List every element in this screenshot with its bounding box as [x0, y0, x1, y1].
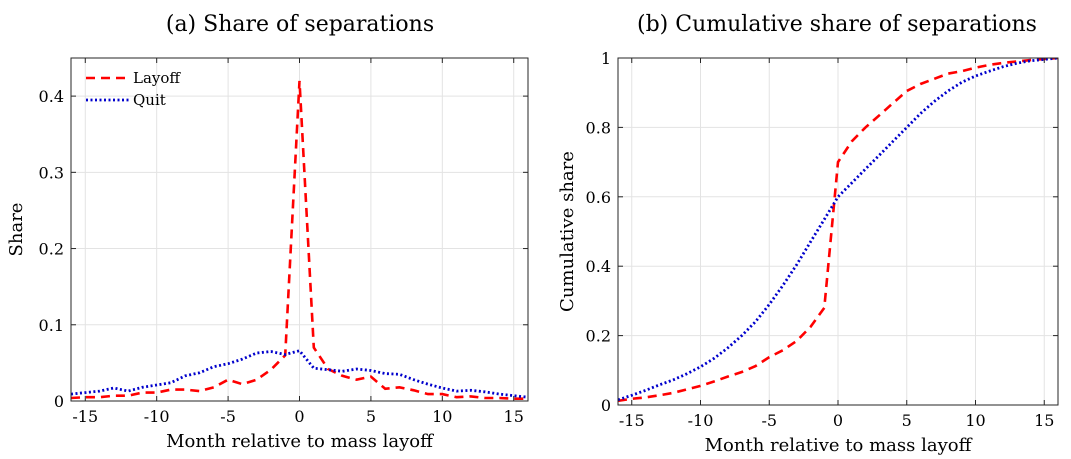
x-axis-label: Month relative to mass layoff [705, 435, 973, 456]
series-line-quit [71, 349, 528, 399]
x-tick-label: 5 [902, 411, 912, 430]
legend: Layoff Quit [86, 69, 181, 109]
x-tick-label: 0 [294, 407, 304, 426]
y-tick-label: 0.8 [586, 118, 611, 137]
y-tick-label: 0.2 [586, 327, 611, 346]
x-tick-label: -5 [220, 407, 236, 426]
y-tick-label: 0.4 [39, 87, 64, 106]
x-tick-label: 10 [432, 407, 452, 426]
y-tick-label: 0.3 [39, 163, 64, 182]
x-tick-label: -5 [761, 411, 777, 430]
y-axis-label: Share [6, 203, 27, 257]
x-tick-label: 15 [1034, 411, 1054, 430]
x-tick-label: 10 [965, 411, 985, 430]
series-line-layoff [71, 80, 528, 401]
panel-b: -15 -10 -5 0 5 10 15 0 0.2 0.4 0.6 0.8 1 (b) Cumulati… [557, 12, 1059, 456]
series-line-layoff [618, 58, 1058, 403]
x-tick-label: 15 [504, 407, 524, 426]
y-tick-label: 1 [601, 49, 611, 68]
x-tick-label: -10 [144, 407, 170, 426]
x-tick-label: -15 [619, 411, 645, 430]
y-axis-label: Cumulative share [557, 151, 578, 312]
x-axis-label: Month relative to mass layoff [166, 431, 434, 452]
x-tick-label: 0 [833, 411, 843, 430]
panel-title: (b) Cumulative share of separations [637, 12, 1037, 37]
legend-label-layoff: Layoff [133, 69, 181, 87]
y-tick-label: 0 [601, 396, 611, 415]
y-tick-label: 0.2 [39, 240, 64, 259]
legend-label-quit: Quit [133, 91, 166, 109]
y-tick-label: 0 [54, 392, 64, 411]
series-line-quit [618, 58, 1058, 402]
y-tick-label: 0.4 [586, 257, 611, 276]
y-tick-label: 0.6 [586, 188, 611, 207]
x-tick-label: -10 [688, 411, 714, 430]
panel-title: (a) Share of separations [166, 12, 434, 37]
panel-a: -15 -10 -5 0 5 10 15 0 0.1 0.2 0.3 0.4 (a) Share of … [6, 12, 529, 452]
x-tick-label: 5 [366, 407, 376, 426]
y-tick-label: 0.1 [39, 316, 64, 335]
x-tick-label: -15 [72, 407, 98, 426]
